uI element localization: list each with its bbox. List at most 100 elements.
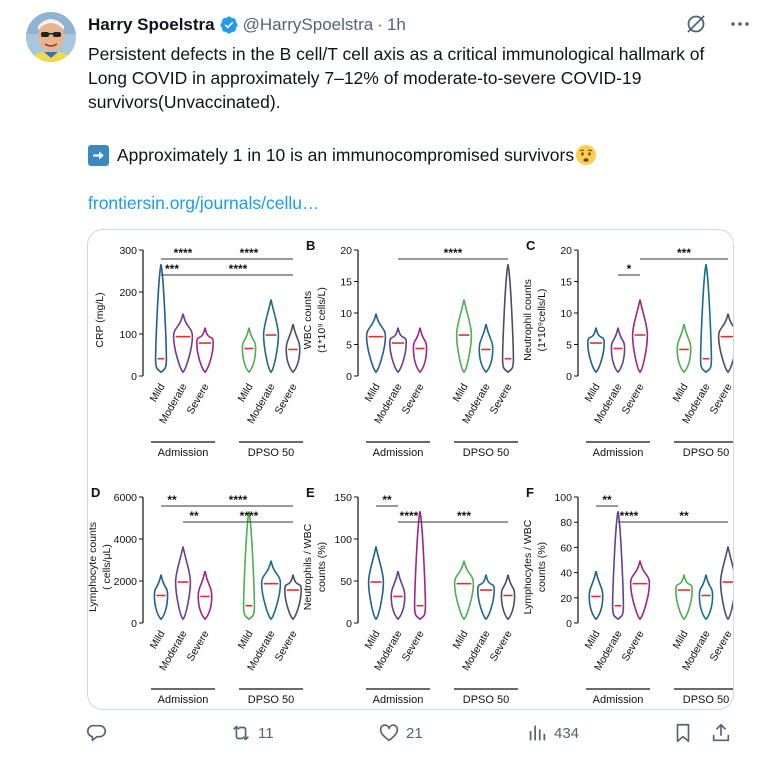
violin-4 — [241, 327, 257, 374]
y-tick-label: 0 — [131, 618, 137, 630]
violin-2 — [388, 327, 408, 374]
y-tick-label: 40 — [560, 568, 572, 580]
x-tick-label: Mild — [451, 628, 471, 651]
tweet-text-line: Approximately 1 in 10 is an immunocompro… — [88, 143, 597, 167]
violin-6 — [717, 313, 733, 374]
violin-3 — [631, 299, 649, 374]
timestamp[interactable]: 1h — [386, 15, 406, 34]
like-button[interactable]: 21 — [378, 722, 423, 744]
x-tick-label: Mild — [583, 628, 603, 651]
violin-5 — [260, 560, 282, 621]
violin-6 — [719, 546, 733, 621]
significance-label: **** — [620, 509, 639, 523]
significance-label: **** — [400, 509, 419, 523]
bookmark-icon — [676, 723, 690, 743]
tweet-header: Harry Spoelstra @HarrySpoelstra · 1h — [88, 14, 406, 36]
author-name[interactable]: Harry Spoelstra — [88, 15, 215, 34]
significance-label: ** — [679, 509, 689, 523]
y-axis-label: WBC counts — [302, 291, 314, 349]
y-axis-label: ( cells/μL) — [101, 544, 113, 590]
x-tick-label: Mild — [583, 381, 603, 404]
reply-button[interactable] — [86, 722, 108, 744]
panel-letter: D — [91, 485, 100, 500]
violin-6 — [285, 324, 301, 374]
tweet-text-summary: Approximately 1 in 10 is an immunocompro… — [117, 145, 575, 165]
significance-label: **** — [229, 262, 248, 276]
bookmark-button[interactable] — [672, 722, 694, 744]
group-label: DPSO 50 — [683, 447, 729, 459]
y-tick-label: 0 — [566, 618, 572, 630]
x-tick-label: Severe — [620, 381, 647, 416]
more-icon[interactable] — [728, 12, 752, 36]
violin-4 — [455, 299, 473, 374]
group-label: Admission — [373, 447, 424, 459]
significance-label: **** — [240, 509, 259, 523]
heart-icon — [379, 724, 399, 742]
y-tick-label: 0 — [346, 618, 352, 630]
violin-1 — [153, 574, 169, 621]
significance-label: **** — [444, 246, 463, 260]
y-tick-label: 5 — [566, 340, 572, 352]
x-tick-label: Severe — [488, 628, 515, 663]
violin-2 — [172, 313, 194, 374]
violin-3 — [195, 327, 215, 374]
avatar-photo — [26, 12, 76, 62]
avatar[interactable] — [26, 12, 76, 62]
group-label: Admission — [158, 694, 209, 706]
like-count: 21 — [406, 724, 423, 742]
grok-icon[interactable] — [684, 12, 708, 36]
x-tick-label: Severe — [185, 628, 212, 663]
group-label: DPSO 50 — [683, 694, 729, 706]
author-handle[interactable]: @HarrySpoelstra — [242, 15, 374, 34]
y-axis-label: counts (%) — [316, 542, 328, 592]
y-tick-label: 0 — [566, 371, 572, 383]
y-axis-label: Lymphocyte counts — [88, 522, 99, 612]
y-axis-label: Neutrophils / WBC — [302, 523, 314, 610]
panel-letter: F — [526, 485, 534, 500]
y-axis-label: CRP (mg/L) — [94, 292, 106, 347]
y-tick-label: 15 — [340, 277, 352, 289]
significance-label: *** — [457, 509, 471, 523]
violin-3 — [197, 571, 213, 621]
violin-2 — [390, 571, 406, 621]
views-button[interactable]: 434 — [526, 722, 579, 744]
violin-3 — [412, 327, 428, 374]
y-tick-label: 15 — [560, 277, 572, 289]
group-label: DPSO 50 — [463, 694, 509, 706]
media-image[interactable]: CRP (mg/L) 300 200 100 0 Mild Moderate Severe Mi… — [87, 229, 734, 710]
x-tick-label: Severe — [273, 628, 300, 663]
y-tick-label: 20 — [560, 593, 572, 605]
y-tick-label: 6000 — [114, 492, 138, 504]
violin-1 — [588, 571, 604, 621]
share-button[interactable] — [710, 722, 732, 744]
violin-3 — [629, 560, 651, 621]
x-tick-label: Mild — [451, 381, 471, 404]
x-tick-label: Mild — [148, 381, 168, 404]
retweet-button[interactable]: 11 — [230, 722, 274, 744]
y-tick-label: 0 — [346, 371, 352, 383]
x-tick-label: Mild — [236, 628, 256, 651]
violin-6 — [501, 264, 515, 374]
y-tick-label: 100 — [554, 492, 572, 504]
violin-6 — [283, 574, 303, 621]
significance-label: **** — [229, 493, 248, 507]
views-icon — [529, 725, 546, 741]
article-link[interactable]: frontiersin.org/journals/cellu… — [88, 193, 320, 213]
panel-letter: C — [526, 238, 536, 253]
y-axis-label: (1*10⁹ cells/L) — [316, 287, 328, 353]
y-tick-label: 10 — [340, 308, 352, 320]
x-tick-label: Severe — [620, 628, 647, 663]
x-tick-label: Mild — [236, 381, 256, 404]
y-tick-label: 60 — [560, 542, 572, 554]
group-label: DPSO 50 — [248, 694, 294, 706]
group-label: DPSO 50 — [463, 447, 509, 459]
violin-2 — [611, 511, 625, 621]
y-tick-label: 100 — [334, 534, 352, 546]
y-tick-label: 10 — [560, 308, 572, 320]
retweet-count: 11 — [258, 724, 274, 742]
y-tick-label: 0 — [131, 371, 137, 383]
x-tick-label: Mild — [671, 381, 691, 404]
violin-6 — [500, 574, 516, 621]
